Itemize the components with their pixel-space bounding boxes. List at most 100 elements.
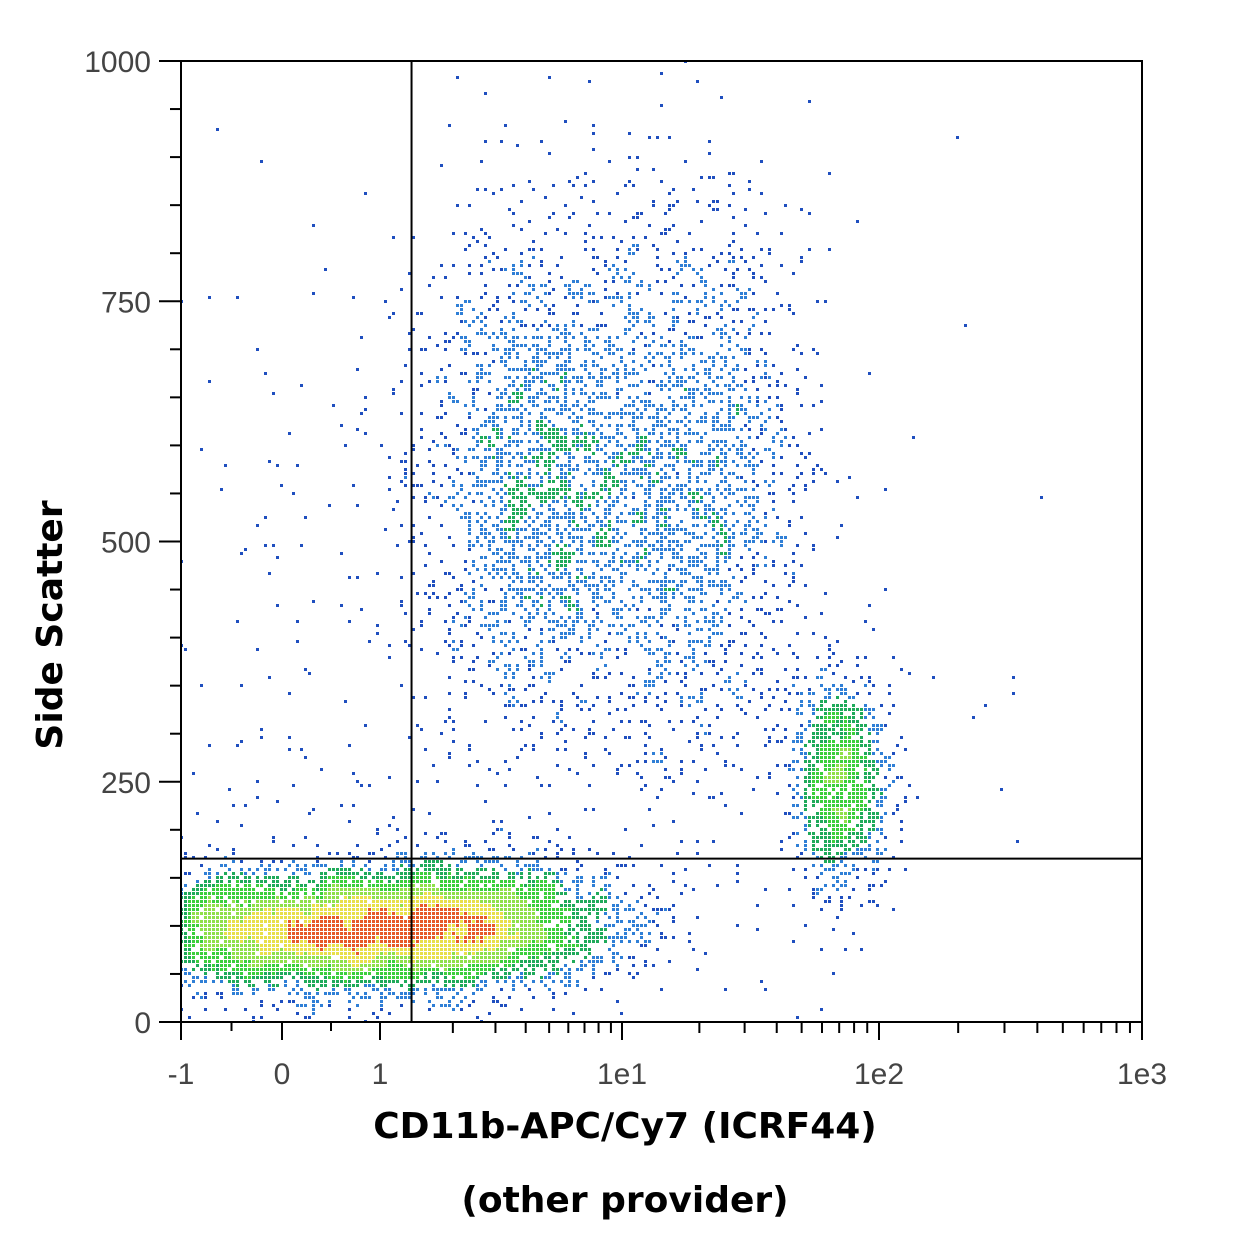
event-dot [420, 936, 423, 939]
event-dot [604, 928, 607, 931]
event-dot [368, 980, 371, 983]
event-dot [528, 904, 531, 907]
event-dot [608, 436, 611, 439]
event-dot [340, 932, 343, 935]
event-dot [624, 468, 627, 471]
event-dot [572, 476, 575, 479]
event-dot [568, 968, 571, 971]
event-dot [188, 936, 191, 939]
event-dot [444, 876, 447, 879]
event-dot [292, 896, 295, 899]
event-dot [528, 956, 531, 959]
event-dot [400, 876, 403, 879]
event-dot [596, 500, 599, 503]
event-dot [552, 700, 555, 703]
event-dot [680, 264, 683, 267]
event-dot [380, 900, 383, 903]
event-dot [448, 476, 451, 479]
event-dot [600, 568, 603, 571]
event-dot [444, 1004, 447, 1007]
event-dot [556, 400, 559, 403]
event-dot [272, 908, 275, 911]
event-dot [304, 1004, 307, 1007]
event-dot [588, 448, 591, 451]
event-dot [520, 420, 523, 423]
event-dot [248, 888, 251, 891]
event-dot [580, 920, 583, 923]
event-dot [320, 900, 323, 903]
event-dot [588, 900, 591, 903]
event-dot [512, 544, 515, 547]
event-dot [552, 896, 555, 899]
event-dot [448, 892, 451, 895]
event-dot [492, 344, 495, 347]
event-dot [660, 388, 663, 391]
event-dot [632, 508, 635, 511]
event-dot [288, 908, 291, 911]
event-dot [560, 556, 563, 559]
event-dot [568, 768, 571, 771]
event-dot [472, 580, 475, 583]
event-dot [520, 396, 523, 399]
event-dot [476, 972, 479, 975]
event-dot [464, 320, 467, 323]
event-dot [564, 904, 567, 907]
event-dot [540, 964, 543, 967]
event-dot [560, 588, 563, 591]
event-dot [364, 892, 367, 895]
event-dot [544, 492, 547, 495]
event-dot [592, 900, 595, 903]
event-dot [356, 920, 359, 923]
event-dot [280, 908, 283, 911]
event-dot [340, 948, 343, 951]
event-dot [404, 960, 407, 963]
event-dot [532, 492, 535, 495]
event-dot [548, 468, 551, 471]
event-dot [524, 344, 527, 347]
event-dot [612, 952, 615, 955]
event-dot [536, 396, 539, 399]
event-dot [616, 456, 619, 459]
event-dot [664, 464, 667, 467]
event-dot [408, 956, 411, 959]
event-dot [412, 920, 415, 923]
event-dot [460, 320, 463, 323]
event-dot [428, 812, 431, 815]
event-dot [340, 860, 343, 863]
event-dot [568, 944, 571, 947]
event-dot [516, 900, 519, 903]
event-dot [400, 992, 403, 995]
event-dot [268, 908, 271, 911]
event-dot [532, 920, 535, 923]
event-dot [488, 900, 491, 903]
event-dot [256, 916, 259, 919]
event-dot [240, 976, 243, 979]
event-dot [532, 536, 535, 539]
event-dot [508, 856, 511, 859]
event-dot [460, 924, 463, 927]
event-dot [500, 880, 503, 883]
event-dot [400, 892, 403, 895]
event-dot [436, 908, 439, 911]
event-dot [532, 448, 535, 451]
event-dot [388, 884, 391, 887]
event-dot [372, 984, 375, 987]
event-dot [564, 528, 567, 531]
event-dot [388, 904, 391, 907]
event-dot [624, 928, 627, 931]
event-dot [560, 728, 563, 731]
event-dot [628, 308, 631, 311]
event-dot [628, 304, 631, 307]
event-dot [472, 980, 475, 983]
event-dot [480, 916, 483, 919]
event-dot [344, 892, 347, 895]
event-dot [228, 944, 231, 947]
event-dot [332, 936, 335, 939]
event-dot [256, 896, 259, 899]
event-dot [520, 616, 523, 619]
event-dot [620, 452, 623, 455]
event-dot [576, 404, 579, 407]
event-dot [608, 268, 611, 271]
event-dot [484, 484, 487, 487]
event-dot [332, 916, 335, 919]
